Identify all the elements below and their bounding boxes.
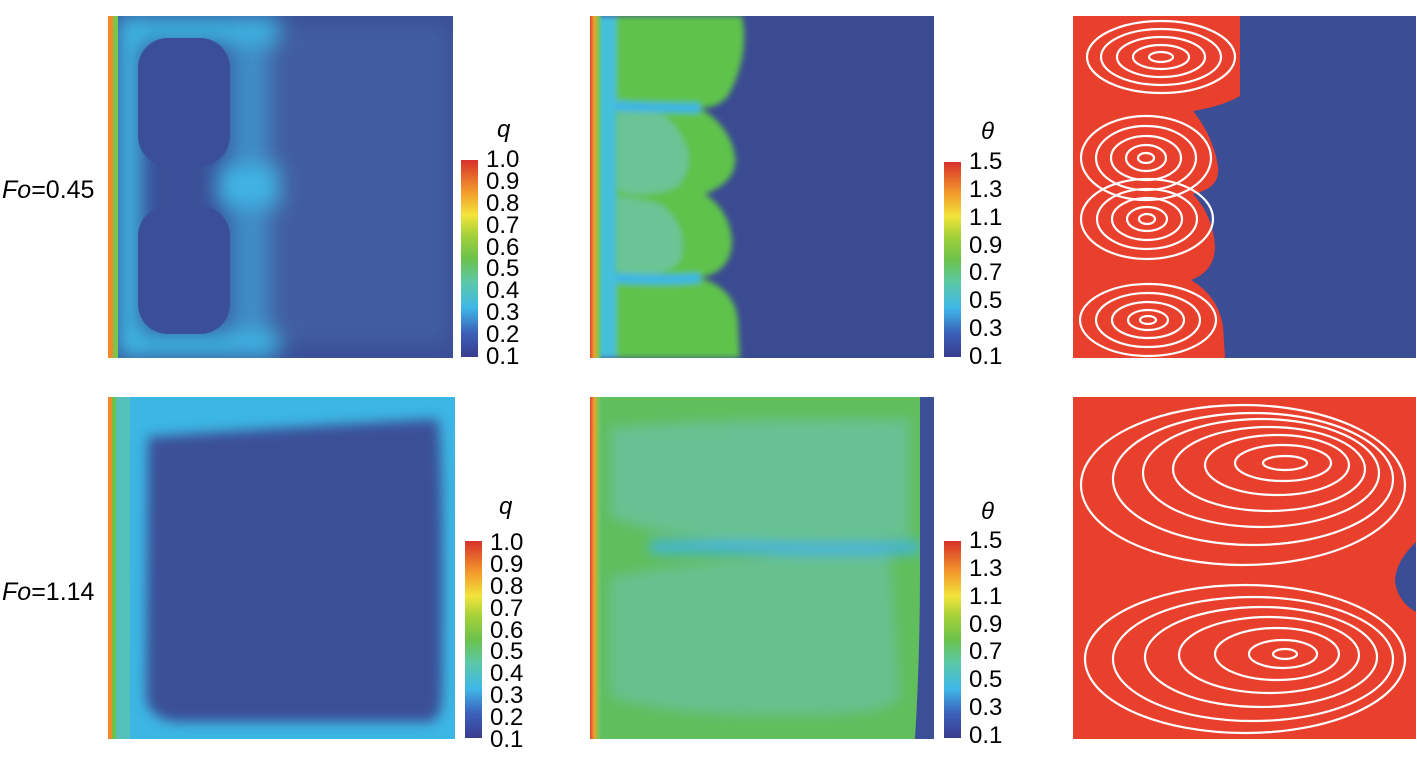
colorbar-tick-label: 1.3 — [969, 554, 1003, 582]
colorbar-tick-label: 0.8 — [490, 572, 524, 600]
colorbar-tick-label: 0.9 — [490, 550, 524, 578]
fo-symbol: Fo — [2, 176, 32, 204]
colorbar-tick-label: 0.1 — [486, 343, 520, 370]
colorbar-tick-label: 1.5 — [969, 148, 1003, 175]
q-colorbar-title: q — [499, 493, 513, 520]
colorbar-tick-label: 1.3 — [969, 175, 1003, 203]
colorbar-tick-label: 1.5 — [969, 527, 1003, 554]
row-label-fo-045: Fo=0.45 — [2, 175, 94, 205]
colorbar-tick-label: 0.5 — [969, 287, 1003, 315]
colorbar-tick-label: 0.8 — [486, 189, 520, 217]
theta-colorbar — [944, 162, 961, 357]
theta-colorbar-title: θ — [981, 498, 995, 525]
q-field-panel-fo-045 — [108, 16, 453, 358]
fo-value: =1.14 — [31, 578, 95, 606]
colorbar-tick-label: 0.7 — [490, 594, 524, 622]
colorbar-tick-label: 1.1 — [969, 582, 1003, 610]
colorbar-tick-label: 0.3 — [486, 299, 520, 327]
colorbar-tick-label: 0.4 — [486, 277, 520, 305]
colorbar-tick-label: 0.2 — [486, 321, 520, 349]
theta-field-panel-fo-114 — [590, 397, 934, 739]
colorbar-tick-label: 0.7 — [969, 259, 1003, 287]
colorbar-tick-label: 0.1 — [490, 726, 524, 753]
colorbar-tick-label: 1.1 — [969, 203, 1003, 231]
colorbar-tick-label: 0.9 — [969, 231, 1003, 259]
q-colorbar — [465, 541, 482, 738]
colorbar-tick-label: 0.5 — [490, 638, 524, 666]
theta-colorbar — [944, 541, 961, 738]
theta-colorbar-title: θ — [981, 118, 995, 145]
q-colorbar — [461, 160, 478, 357]
colorbar-tick-label: 1.0 — [486, 146, 520, 173]
colorbar-tick-label: 0.4 — [490, 660, 524, 688]
colorbar-tick-label: 0.5 — [486, 255, 520, 283]
fo-value: =0.45 — [31, 176, 95, 204]
colorbar-tick-label: 0.3 — [969, 694, 1003, 722]
colorbar-tick-label: 0.6 — [490, 616, 524, 644]
colorbar-tick-label: 0.3 — [490, 682, 524, 710]
colorbar-tick-label: 0.7 — [486, 211, 520, 239]
colorbar-tick-label: 0.7 — [969, 638, 1003, 666]
colorbar-tick-label: 1.0 — [490, 529, 524, 556]
q-colorbar-title: q — [497, 116, 511, 143]
colorbar-tick-label: 0.1 — [969, 722, 1003, 749]
colorbar-tick-label: 0.5 — [969, 666, 1003, 694]
streamline-panel-fo-045 — [1073, 16, 1416, 358]
streamline-panel-fo-114 — [1073, 397, 1416, 739]
colorbar-tick-label: 0.9 — [969, 610, 1003, 638]
colorbar-tick-label: 0.2 — [490, 704, 524, 732]
fo-symbol: Fo — [2, 578, 32, 606]
colorbar-tick-label: 0.6 — [486, 233, 520, 261]
colorbar-tick-label: 0.1 — [969, 343, 1003, 370]
colorbar-tick-label: 0.9 — [486, 167, 520, 195]
row-label-fo-114: Fo=1.14 — [2, 577, 94, 607]
colorbar-tick-label: 0.3 — [969, 315, 1003, 343]
q-field-panel-fo-114 — [108, 397, 455, 739]
theta-field-panel-fo-045 — [590, 16, 934, 358]
